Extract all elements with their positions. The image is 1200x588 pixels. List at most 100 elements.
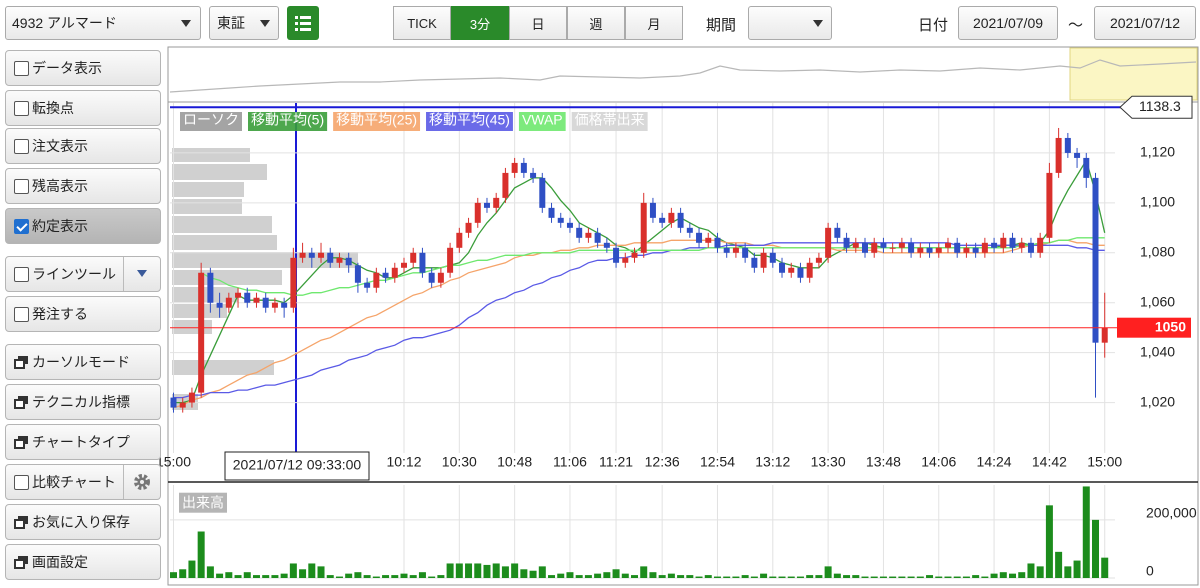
candle-body <box>198 272 205 393</box>
candle-body <box>898 242 905 248</box>
period-select[interactable] <box>748 6 832 40</box>
sidebar-button[interactable]: 転換点 <box>5 90 161 126</box>
profile-bar <box>172 287 238 302</box>
volume-bar <box>557 573 565 578</box>
y-tick-label: 1,080 <box>1140 243 1175 259</box>
sidebar-button[interactable]: お気に入り保存 <box>5 504 161 540</box>
volume-bar <box>437 575 445 578</box>
sidebar-button[interactable]: 発注する <box>5 296 161 332</box>
candle-body <box>437 272 444 283</box>
market-select[interactable]: 東証 <box>209 6 279 40</box>
candle-body <box>373 272 380 288</box>
volume-bar <box>870 576 878 578</box>
icon-part <box>14 359 25 369</box>
interval-button[interactable]: 3分 <box>451 6 509 40</box>
sidebar-button[interactable]: 約定表示 <box>5 208 161 244</box>
volume-bar <box>465 563 473 578</box>
volume-bar <box>907 576 915 578</box>
volume-bar <box>501 566 509 578</box>
candle-body <box>825 227 832 258</box>
legend-chip <box>571 112 648 131</box>
volume-bar <box>944 576 952 578</box>
sidebar-button[interactable]: カーソルモード <box>5 344 161 380</box>
candle-body <box>779 262 786 273</box>
volume-bar <box>631 575 638 578</box>
sidebar-button[interactable]: 画面設定 <box>5 544 161 580</box>
y-tick-label: 1,020 <box>1140 393 1175 409</box>
candle-body <box>447 247 454 273</box>
volume-bar <box>548 575 556 578</box>
candle-body <box>714 237 721 248</box>
interval-button[interactable]: 月 <box>625 6 683 40</box>
sidebar-button[interactable]: データ表示 <box>5 50 161 86</box>
volume-bar <box>492 563 500 578</box>
volume-title: 出来高 <box>182 495 224 511</box>
date-to[interactable]: 2021/07/12 <box>1094 6 1196 40</box>
legend-label: 移動平均(45) <box>429 112 510 128</box>
interval-button[interactable]: 週 <box>567 6 625 40</box>
candle-body <box>668 212 675 223</box>
checkbox <box>14 474 29 490</box>
x-tick-label: 13:30 <box>811 454 846 470</box>
list-button[interactable] <box>287 6 319 40</box>
volume-bar <box>769 576 777 578</box>
sidebar-button[interactable]: テクニカル指標 <box>5 384 161 420</box>
legend-label: 価格帯出来 <box>575 112 645 128</box>
checkbox <box>14 178 29 194</box>
volume-bar <box>787 576 795 578</box>
candle-body <box>1074 152 1081 158</box>
sidebar-button[interactable]: 比較チャート <box>5 464 161 500</box>
candle-body <box>760 252 767 268</box>
volume-bar <box>483 564 491 578</box>
sidebar-button[interactable]: 注文表示 <box>5 128 161 164</box>
sidebar-button[interactable]: チャートタイプ <box>5 424 161 460</box>
date-from[interactable]: 2021/07/09 <box>958 6 1058 40</box>
profile-bar <box>172 360 274 375</box>
x-tick-label: 15:00 <box>1087 454 1122 470</box>
volume-title-bg <box>179 492 227 513</box>
volume-bar <box>391 575 399 578</box>
volume-bar <box>953 576 961 578</box>
interval-button[interactable]: 日 <box>509 6 567 40</box>
button-label: テクニカル指標 <box>32 394 130 410</box>
volume-bar <box>308 563 316 578</box>
interval-button[interactable]: TICK <box>393 6 451 40</box>
volume-bar <box>354 572 362 578</box>
overview-window[interactable] <box>1069 47 1198 101</box>
volume-bar <box>317 566 325 578</box>
volume-bar <box>1055 551 1063 578</box>
volume-bar <box>741 575 749 578</box>
sidebar-button[interactable]: ラインツール <box>5 256 161 292</box>
volume-bar <box>262 575 270 578</box>
volume-bar <box>981 576 989 578</box>
volume-bar <box>188 560 196 578</box>
candle-body <box>382 272 389 278</box>
volume-bar <box>750 576 758 578</box>
volume-bar <box>520 569 528 578</box>
candle-body <box>216 302 223 308</box>
button-label: データ表示 <box>32 60 102 76</box>
volume-bar <box>335 576 343 578</box>
icon-part <box>14 399 25 409</box>
x-tick-label: 14:24 <box>977 454 1012 470</box>
volume-bar <box>206 566 214 578</box>
candle-body <box>594 232 601 243</box>
window-icon <box>14 356 28 369</box>
x-tick-label: 10:48 <box>497 454 532 470</box>
volume-bar <box>843 575 851 578</box>
sidebar-button[interactable]: 残高表示 <box>5 168 161 204</box>
legend-label: 移動平均(5) <box>251 112 324 128</box>
symbol-select[interactable]: 4932 アルマード <box>5 6 201 40</box>
icon-part <box>140 480 144 484</box>
volume-bar <box>252 575 260 578</box>
line-series <box>200 237 1105 296</box>
volume-bar <box>833 573 841 578</box>
candle-body <box>244 292 251 303</box>
volume-bar <box>299 569 307 578</box>
crosshair-price-box <box>1119 95 1193 119</box>
candle-body <box>797 267 804 278</box>
dropdown-part[interactable] <box>123 257 160 291</box>
candle-body <box>603 242 610 248</box>
list-icon-bar <box>300 16 311 19</box>
gear-part[interactable] <box>123 465 160 499</box>
